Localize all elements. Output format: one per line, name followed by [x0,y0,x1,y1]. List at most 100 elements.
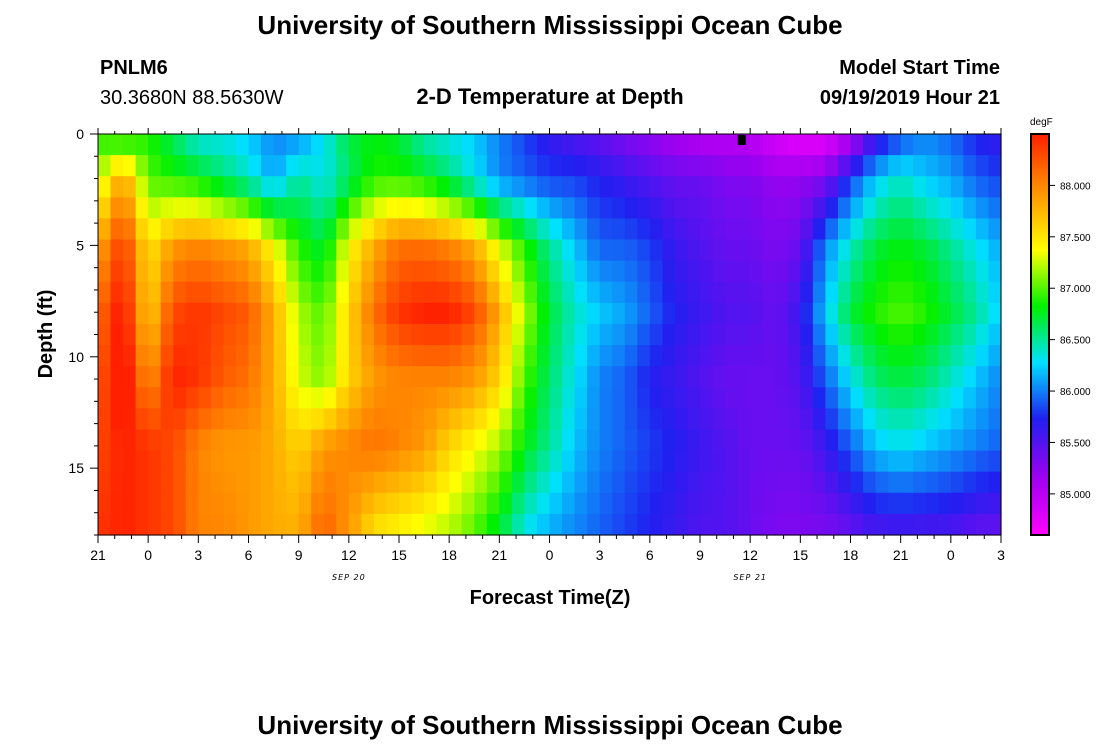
heatmap-cell [649,197,663,220]
heatmap-cell [424,492,438,515]
heatmap-cell [198,218,212,241]
heatmap-cell [235,218,250,241]
heatmap-cell [863,387,877,409]
heatmap-cell [562,471,576,494]
heatmap-cell [248,218,262,241]
heatmap-cell [311,239,325,262]
heatmap-cell [762,239,776,262]
heatmap-cell [900,302,914,325]
heatmap-cell [888,260,902,283]
heatmap-cell [348,408,362,431]
heatmap-cell [110,155,124,177]
heatmap-cell [674,513,689,536]
heatmap-cell [373,218,388,241]
heatmap-cell [336,197,350,220]
heatmap-cell [361,155,375,177]
heatmap-cell [474,197,488,220]
heatmap-cell [850,239,864,262]
heatmap-cell [612,471,626,494]
heatmap-cell [386,239,400,262]
heatmap-cell [185,281,199,304]
heatmap-cell [198,239,212,262]
heatmap-cell [160,471,174,494]
heatmap-cell [975,387,990,409]
heatmap-cell [700,155,714,177]
heatmap-cell [298,429,312,452]
heatmap-cell [737,281,751,304]
heatmap-cell [549,513,563,536]
heatmap-cell [361,239,375,262]
heatmap-cell [361,513,375,536]
heatmap-cell [286,302,300,325]
heatmap-cell [837,387,852,409]
heatmap-cell [499,429,513,452]
heatmap-cell [712,281,726,304]
heatmap-cell [624,302,638,325]
heatmap-cell [323,134,337,156]
heatmap-cell [950,239,964,262]
heatmap-cell [687,218,701,241]
heatmap-cell [424,176,438,198]
heatmap-cell [210,345,225,367]
heatmap-cell [988,197,1002,220]
heatmap-cell [950,450,964,473]
heatmap-cell [612,513,626,536]
heatmap-cell [700,408,714,431]
heatmap-cell [800,302,814,325]
colorbar [1030,133,1050,536]
heatmap-cell [110,492,124,515]
heatmap-cell [700,302,714,325]
heatmap-cell [261,281,275,304]
heatmap-cell [662,513,676,536]
heatmap-cell [235,450,250,473]
heatmap-cell [787,134,801,156]
heatmap-cell [812,260,827,283]
heatmap-cell [975,471,990,494]
heatmap-cell [524,239,538,262]
heatmap-cell [687,366,701,388]
heatmap-cell [524,366,538,388]
heatmap-cell [298,218,312,241]
heatmap-cell [925,471,939,494]
heatmap-cell [662,176,676,198]
heatmap-cell [825,450,839,473]
heatmap-cell [185,260,199,283]
heatmap-cell [373,260,388,283]
heatmap-cell [712,155,726,177]
heatmap-cell [486,492,500,515]
heatmap-cell [574,281,588,304]
heatmap-cell [436,471,450,494]
heatmap-cell [963,197,977,220]
heatmap-cell [712,429,726,452]
heatmap-cell [311,429,325,452]
heatmap-cell [762,450,776,473]
heatmap-cell [599,345,613,367]
heatmap-cell [900,155,914,177]
axes: 21 0 3 6 9 12 15 18 21 0 3 6 9 12 15 18 21 0 3 SEP 20 SEP 21… [68,126,1005,582]
heatmap-cell [712,218,726,241]
heatmap-cell [386,218,400,241]
x-tick-label: 18 [843,547,859,563]
heatmap-cell [424,450,438,473]
heatmap-cell [662,155,676,177]
heatmap-cell [411,450,425,473]
heatmap-cell [98,239,112,262]
heatmap-cell [963,492,977,515]
heatmap-cell [373,471,388,494]
heatmap-cell [888,429,902,452]
heatmap-cell [449,492,463,515]
heatmap-cell [825,366,839,388]
heatmap-cell [148,323,162,346]
heatmap-cell [975,218,990,241]
heatmap-cell [461,155,475,177]
heatmap-cell [775,408,789,431]
heatmap-cell [687,345,701,367]
heatmap-cell [888,366,902,388]
heatmap-cell [261,492,275,515]
heatmap-cell [474,408,488,431]
heatmap-cell [123,302,137,325]
heatmap-cell [725,408,739,431]
data-marker [737,135,746,145]
x-tick-label: 3 [194,547,202,563]
